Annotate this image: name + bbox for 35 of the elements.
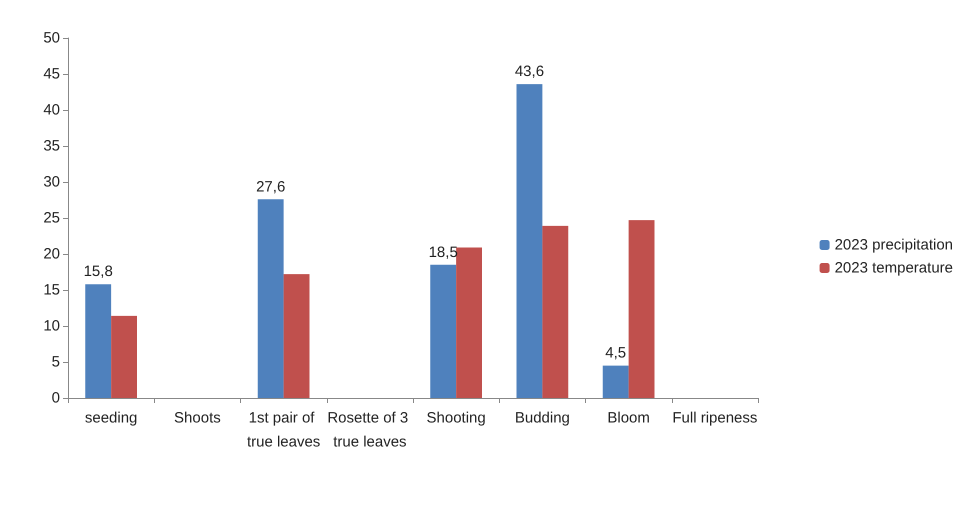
x-tick-label: Full ripeness (672, 410, 758, 426)
y-tick-label: 50 (43, 30, 60, 46)
y-tick-label: 0 (52, 390, 60, 406)
y-tick-label: 20 (43, 246, 60, 262)
x-tick-label: Budding (514, 410, 570, 426)
x-tick-label: seeding (84, 410, 138, 426)
legend-label: 2023 temperature (834, 260, 954, 276)
y-tick-label: 5 (52, 354, 60, 370)
bar (258, 199, 284, 398)
bar (430, 264, 456, 398)
y-tick-label: 45 (43, 66, 60, 82)
x-tick-label: Shooting (426, 410, 486, 426)
bar (628, 220, 654, 398)
y-tick-label: 35 (43, 138, 60, 154)
bar (602, 366, 629, 398)
data-label: 27,6 (256, 178, 286, 196)
bar (516, 84, 542, 398)
x-tick-label: Rosette of 3 true leaves (327, 410, 412, 450)
y-tick-label: 10 (43, 318, 60, 334)
legend-label: 2023 precipitation (834, 236, 954, 254)
y-tick-label: 40 (43, 102, 60, 118)
x-tick-label: 1st pair of true leaves (246, 410, 320, 450)
bar (284, 274, 310, 398)
x-tick-label: Shoots (174, 410, 221, 426)
y-tick-label: 30 (43, 174, 60, 190)
y-tick-label: 15 (43, 282, 60, 298)
bar (85, 284, 112, 398)
data-label: 15,8 (84, 263, 113, 280)
y-tick-label: 25 (43, 210, 60, 226)
bar (111, 316, 137, 398)
x-tick-label: Bloom (607, 410, 650, 426)
data-label: 4,5 (605, 344, 626, 362)
data-label: 43,6 (514, 63, 544, 80)
bar (542, 226, 568, 398)
bar (456, 248, 482, 398)
